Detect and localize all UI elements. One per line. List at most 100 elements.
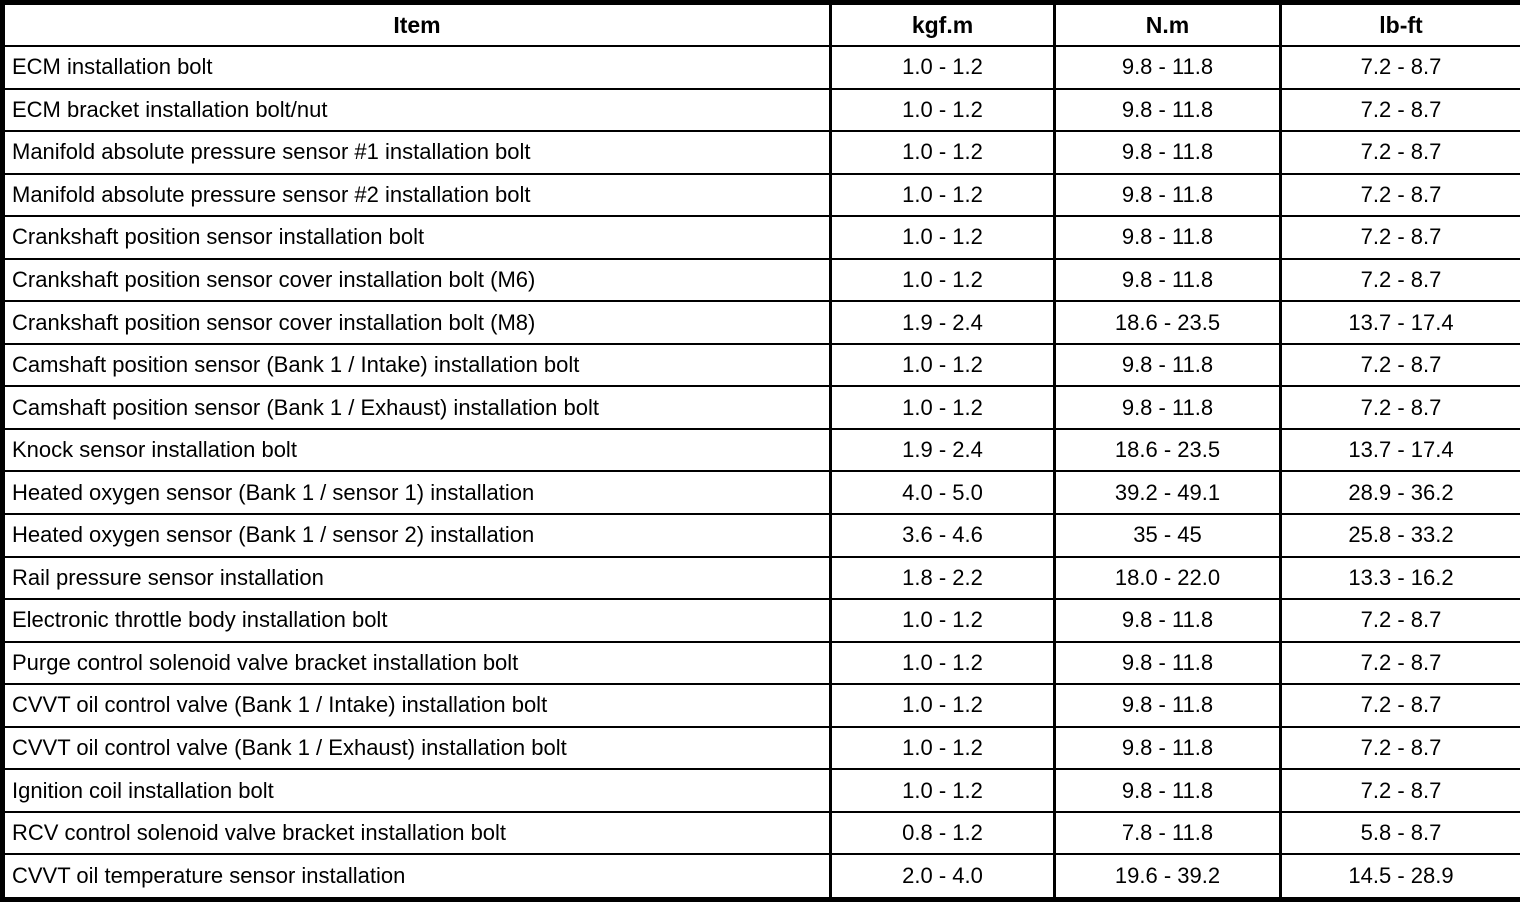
item-cell: CVVT oil control valve (Bank 1 / Exhaust… [1, 725, 832, 771]
nm-cell: 9.8 - 11.8 [1053, 215, 1282, 260]
table-row: CVVT oil control valve (Bank 1 / Exhaust… [1, 725, 1520, 771]
column-header-nm: N.m [1053, 1, 1282, 47]
table-row: ECM installation bolt 1.0 - 1.2 9.8 - 11.8… [1, 45, 1520, 90]
table-row: CVVT oil control valve (Bank 1 / Intake)… [1, 683, 1520, 728]
kgfm-cell: 1.0 - 1.2 [829, 130, 1056, 175]
nm-cell: 9.8 - 11.8 [1053, 385, 1282, 430]
kgfm-cell: 1.0 - 1.2 [829, 257, 1056, 303]
table-header: Item kgf.m N.m lb-ft [1, 1, 1520, 47]
table-header-row: Item kgf.m N.m lb-ft [1, 1, 1520, 47]
lbft-cell: 7.2 - 8.7 [1279, 725, 1520, 771]
lbft-cell: 7.2 - 8.7 [1279, 683, 1520, 728]
nm-cell: 18.0 - 22.0 [1053, 555, 1282, 601]
lbft-cell: 7.2 - 8.7 [1279, 130, 1520, 175]
lbft-cell: 5.8 - 8.7 [1279, 810, 1520, 856]
table-row: RCV control solenoid valve bracket insta… [1, 810, 1520, 856]
nm-cell: 9.8 - 11.8 [1053, 725, 1282, 771]
table-row: Ignition coil installation bolt 1.0 - 1.2… [1, 768, 1520, 813]
table-body: ECM installation bolt 1.0 - 1.2 9.8 - 11.8… [1, 45, 1520, 901]
lbft-cell: 28.9 - 36.2 [1279, 470, 1520, 516]
table-row: CVVT oil temperature sensor installation… [1, 853, 1520, 901]
nm-cell: 18.6 - 23.5 [1053, 427, 1282, 473]
nm-cell: 18.6 - 23.5 [1053, 300, 1282, 345]
lbft-cell: 7.2 - 8.7 [1279, 45, 1520, 90]
nm-cell: 9.8 - 11.8 [1053, 768, 1282, 813]
lbft-cell: 7.2 - 8.7 [1279, 385, 1520, 430]
item-cell: Rail pressure sensor installation [1, 555, 832, 601]
kgfm-cell: 1.0 - 1.2 [829, 172, 1056, 218]
item-cell: Electronic throttle body installation bo… [1, 598, 832, 643]
item-cell: Ignition coil installation bolt [1, 768, 832, 813]
table-row: Manifold absolute pressure sensor #1 ins… [1, 130, 1520, 175]
nm-cell: 19.6 - 39.2 [1053, 853, 1282, 901]
nm-cell: 7.8 - 11.8 [1053, 810, 1282, 856]
kgfm-cell: 1.8 - 2.2 [829, 555, 1056, 601]
nm-cell: 9.8 - 11.8 [1053, 130, 1282, 175]
nm-cell: 9.8 - 11.8 [1053, 598, 1282, 643]
table-row: Manifold absolute pressure sensor #2 ins… [1, 172, 1520, 218]
kgfm-cell: 1.9 - 2.4 [829, 427, 1056, 473]
item-cell: Heated oxygen sensor (Bank 1 / sensor 2)… [1, 513, 832, 558]
nm-cell: 9.8 - 11.8 [1053, 172, 1282, 218]
lbft-cell: 7.2 - 8.7 [1279, 342, 1520, 388]
nm-cell: 9.8 - 11.8 [1053, 87, 1282, 133]
nm-cell: 9.8 - 11.8 [1053, 257, 1282, 303]
lbft-cell: 13.7 - 17.4 [1279, 300, 1520, 345]
lbft-cell: 7.2 - 8.7 [1279, 257, 1520, 303]
lbft-cell: 7.2 - 8.7 [1279, 768, 1520, 813]
lbft-cell: 7.2 - 8.7 [1279, 87, 1520, 133]
lbft-cell: 25.8 - 33.2 [1279, 513, 1520, 558]
nm-cell: 9.8 - 11.8 [1053, 683, 1282, 728]
lbft-cell: 14.5 - 28.9 [1279, 853, 1520, 901]
table-row: Heated oxygen sensor (Bank 1 / sensor 1)… [1, 470, 1520, 516]
table-row: Camshaft position sensor (Bank 1 / Intak… [1, 342, 1520, 388]
item-cell: ECM bracket installation bolt/nut [1, 87, 832, 133]
lbft-cell: 13.7 - 17.4 [1279, 427, 1520, 473]
kgfm-cell: 2.0 - 4.0 [829, 853, 1056, 901]
kgfm-cell: 1.0 - 1.2 [829, 215, 1056, 260]
item-cell: CVVT oil temperature sensor installation [1, 853, 832, 901]
lbft-cell: 7.2 - 8.7 [1279, 215, 1520, 260]
item-cell: Camshaft position sensor (Bank 1 / Exhau… [1, 385, 832, 430]
item-cell: RCV control solenoid valve bracket insta… [1, 810, 832, 856]
kgfm-cell: 1.0 - 1.2 [829, 342, 1056, 388]
kgfm-cell: 1.9 - 2.4 [829, 300, 1056, 345]
table-row: Heated oxygen sensor (Bank 1 / sensor 2)… [1, 513, 1520, 558]
nm-cell: 9.8 - 11.8 [1053, 45, 1282, 90]
nm-cell: 35 - 45 [1053, 513, 1282, 558]
table-row: ECM bracket installation bolt/nut 1.0 - 1… [1, 87, 1520, 133]
lbft-cell: 7.2 - 8.7 [1279, 640, 1520, 686]
lbft-cell: 13.3 - 16.2 [1279, 555, 1520, 601]
table-row: Crankshaft position sensor installation … [1, 215, 1520, 260]
kgfm-cell: 1.0 - 1.2 [829, 87, 1056, 133]
kgfm-cell: 1.0 - 1.2 [829, 45, 1056, 90]
kgfm-cell: 1.0 - 1.2 [829, 683, 1056, 728]
item-cell: Camshaft position sensor (Bank 1 / Intak… [1, 342, 832, 388]
kgfm-cell: 1.0 - 1.2 [829, 725, 1056, 771]
lbft-cell: 7.2 - 8.7 [1279, 172, 1520, 218]
kgfm-cell: 0.8 - 1.2 [829, 810, 1056, 856]
item-cell: Crankshaft position sensor cover install… [1, 300, 832, 345]
column-header-item: Item [1, 1, 832, 47]
item-cell: Manifold absolute pressure sensor #1 ins… [1, 130, 832, 175]
item-cell: Crankshaft position sensor installation … [1, 215, 832, 260]
kgfm-cell: 1.0 - 1.2 [829, 598, 1056, 643]
kgfm-cell: 1.0 - 1.2 [829, 385, 1056, 430]
kgfm-cell: 1.0 - 1.2 [829, 768, 1056, 813]
nm-cell: 9.8 - 11.8 [1053, 640, 1282, 686]
nm-cell: 39.2 - 49.1 [1053, 470, 1282, 516]
nm-cell: 9.8 - 11.8 [1053, 342, 1282, 388]
table-row: Electronic throttle body installation bo… [1, 598, 1520, 643]
column-header-kgfm: kgf.m [829, 1, 1056, 47]
table-row: Rail pressure sensor installation 1.8 - 2… [1, 555, 1520, 601]
item-cell: Heated oxygen sensor (Bank 1 / sensor 1)… [1, 470, 832, 516]
table-row: Purge control solenoid valve bracket ins… [1, 640, 1520, 686]
table-row: Crankshaft position sensor cover install… [1, 300, 1520, 345]
column-header-lbft: lb-ft [1279, 1, 1520, 47]
item-cell: Knock sensor installation bolt [1, 427, 832, 473]
item-cell: Crankshaft position sensor cover install… [1, 257, 832, 303]
item-cell: ECM installation bolt [1, 45, 832, 90]
table-row: Crankshaft position sensor cover install… [1, 257, 1520, 303]
kgfm-cell: 4.0 - 5.0 [829, 470, 1056, 516]
